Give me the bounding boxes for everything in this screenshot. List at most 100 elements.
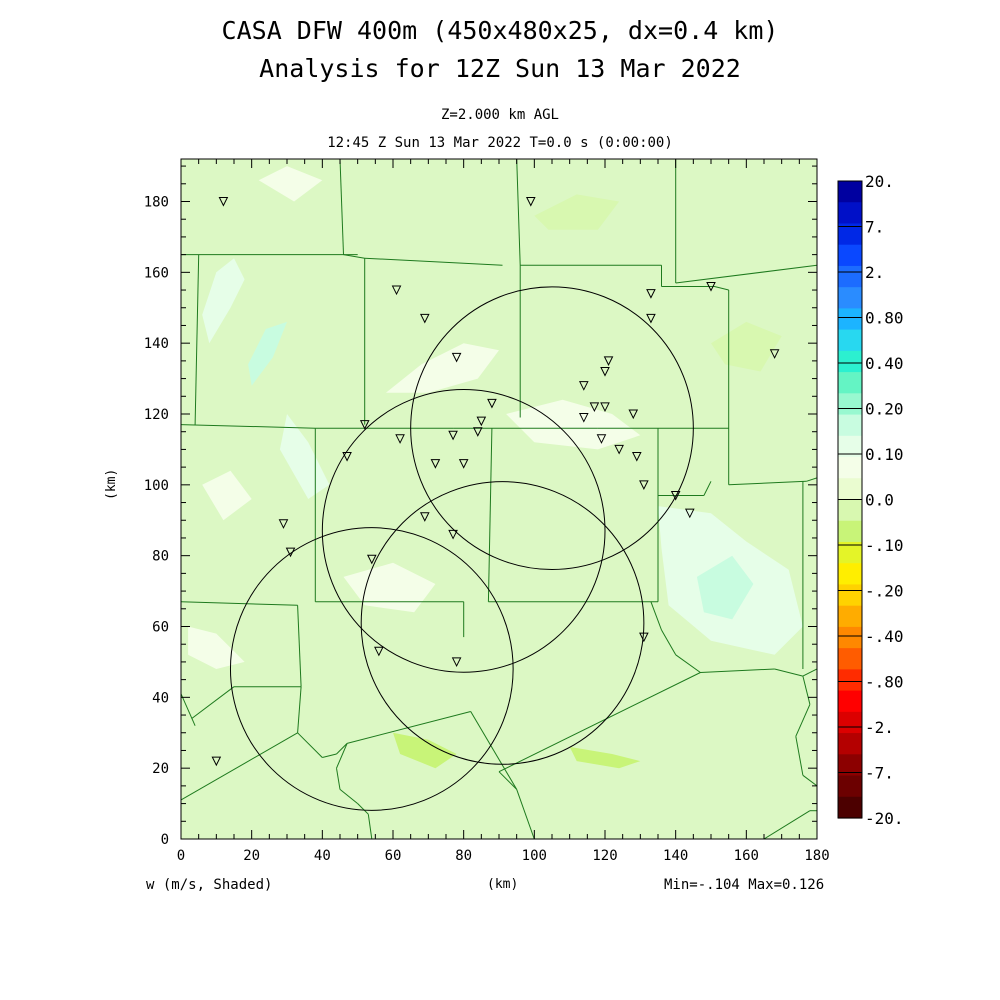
colorbar-label: -2.	[865, 718, 894, 737]
county-boundary	[498, 771, 518, 790]
colorbar-label: -.40	[865, 627, 904, 646]
county-boundary	[346, 711, 471, 744]
colorbar-segment	[838, 626, 862, 649]
station-marker	[218, 197, 229, 207]
station-marker	[448, 430, 458, 441]
colorbar-segment	[838, 435, 862, 458]
y-tick-label: 140	[144, 336, 169, 352]
field-background	[181, 159, 817, 839]
station-marker	[603, 356, 614, 366]
station-marker	[631, 452, 642, 462]
colorbar-label: 7.	[865, 218, 884, 237]
radar-range-ring	[360, 481, 645, 765]
county-boundary	[763, 810, 811, 839]
radar-range-ring	[410, 286, 694, 570]
colorbar-label: 2.	[865, 263, 884, 282]
county-boundary	[339, 789, 359, 804]
colorbar-segment	[838, 372, 862, 394]
w-shading-patch	[343, 562, 436, 613]
colorbar-segment	[838, 711, 862, 734]
radar-range-rings-layer	[229, 286, 694, 811]
county-boundaries-layer	[181, 159, 817, 839]
y-tick-label: 180	[144, 195, 169, 211]
station-marker	[646, 289, 656, 299]
station-marker	[614, 444, 624, 455]
station-marker	[706, 282, 716, 292]
x-tick-label: 60	[385, 848, 402, 864]
station-marker	[395, 434, 405, 444]
county-boundary	[191, 686, 235, 719]
station-marker	[578, 413, 589, 423]
y-tick-label: 20	[152, 761, 169, 777]
colorbar-segment	[838, 308, 862, 331]
colorbar-segment	[838, 754, 862, 777]
county-boundary	[181, 693, 196, 726]
station-marker	[448, 529, 458, 540]
y-tick-label: 60	[152, 620, 169, 636]
w-shading-patch	[202, 470, 252, 521]
county-boundary	[181, 601, 298, 606]
station-marker	[391, 285, 402, 296]
station-marker	[600, 367, 610, 377]
x-axis: 0 20 40 60 80 100 120 140 160 180	[177, 159, 830, 864]
field-label: w (m/s, Shaded)	[146, 877, 273, 893]
county-boundary	[806, 477, 817, 482]
county-boundary	[802, 774, 817, 787]
county-boundary	[367, 814, 373, 839]
county-boundary	[703, 481, 712, 496]
station-marker	[600, 402, 610, 413]
colorbar-label: -.10	[865, 536, 904, 555]
x-tick-label: 80	[455, 848, 472, 864]
colorbar-label: 0.0	[865, 491, 894, 510]
radar-range-ring	[229, 527, 514, 811]
colorbar-label: -20.	[865, 809, 904, 828]
station-marker	[342, 452, 352, 462]
county-boundary	[297, 605, 302, 687]
county-boundary	[181, 424, 316, 429]
station-marker	[419, 313, 430, 324]
county-boundary	[802, 668, 817, 677]
station-marker	[646, 313, 656, 324]
w-shading-patch	[696, 555, 754, 620]
x-tick-label: 40	[314, 848, 331, 864]
county-boundary	[700, 668, 775, 673]
colorbar-segment	[838, 669, 862, 692]
w-shading-patch	[569, 746, 641, 769]
colorbar-segment	[838, 478, 862, 501]
station-marker	[769, 349, 780, 359]
station-marker	[589, 402, 600, 413]
colorbar-segment	[838, 584, 862, 607]
station-marker	[366, 554, 377, 565]
colorbar-segment	[838, 541, 862, 564]
station-marker	[458, 459, 469, 469]
min-max-readout: Min=-.104 Max=0.126	[664, 877, 825, 893]
y-tick-label: 40	[152, 690, 169, 706]
station-marker	[476, 416, 487, 427]
station-marker	[639, 480, 649, 490]
county-boundary	[364, 257, 503, 266]
county-boundary	[795, 704, 811, 737]
county-boundary	[516, 159, 521, 266]
station-marker	[359, 420, 370, 430]
colorbar: 20. 7. 2. 0.80 0.40 0.20 0.10 0.0 -.10 -.20 -.40 -.…	[837, 172, 904, 828]
chart-title-line1: CASA DFW 400m (450x480x25, dx=0.4 km)	[221, 16, 779, 45]
county-boundary	[336, 743, 348, 769]
colorbar-segment	[838, 605, 862, 628]
w-shading-patch	[202, 258, 245, 344]
x-tick-label: 140	[663, 848, 688, 864]
county-boundary	[498, 672, 701, 773]
y-tick-label: 160	[144, 265, 169, 281]
colorbar-segment	[838, 181, 862, 203]
x-axis-unit: (km)	[487, 877, 519, 892]
county-boundary	[336, 743, 348, 755]
colorbar-label: 0.20	[865, 400, 904, 419]
w-shading-patch	[385, 343, 499, 393]
station-marker	[285, 547, 296, 558]
station-marker	[211, 756, 222, 767]
station-marker	[684, 508, 695, 519]
county-boundary	[728, 480, 807, 486]
x-tick-label: 180	[804, 848, 829, 864]
colorbar-label: 0.80	[865, 309, 904, 328]
colorbar-segment	[838, 796, 862, 819]
